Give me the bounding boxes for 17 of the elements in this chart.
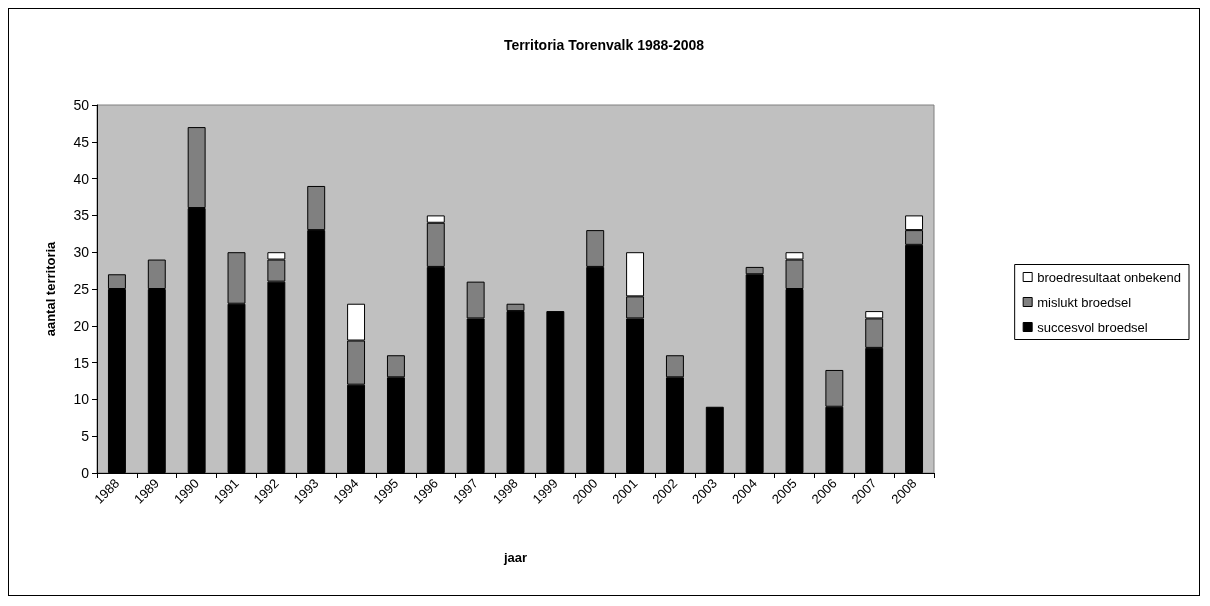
y-tick-label: 0 — [81, 465, 90, 481]
y-tick-label: 20 — [73, 317, 90, 334]
chart-title: Territoria Torenvalk 1988-2008 — [503, 37, 705, 53]
legend-label: broedresultaat onbekend — [1037, 269, 1182, 285]
legend-label: mislukt broedsel — [1037, 294, 1132, 310]
y-tick-label: 5 — [81, 428, 90, 445]
y-tick-label: 45 — [73, 133, 90, 150]
legend-label: succesvol broedsel — [1037, 319, 1148, 335]
y-tick-label: 15 — [73, 354, 90, 371]
y-tick-label: 40 — [73, 170, 90, 187]
y-tick-label: 50 — [73, 97, 90, 113]
y-tick-label: 35 — [73, 207, 90, 224]
y-tick-label: 30 — [73, 244, 90, 261]
y-tick-label: 10 — [73, 391, 90, 408]
y-axis-title: aantal territoria — [43, 240, 58, 337]
y-tick-label: 25 — [73, 281, 90, 297]
x-axis-title: jaar — [502, 550, 528, 565]
